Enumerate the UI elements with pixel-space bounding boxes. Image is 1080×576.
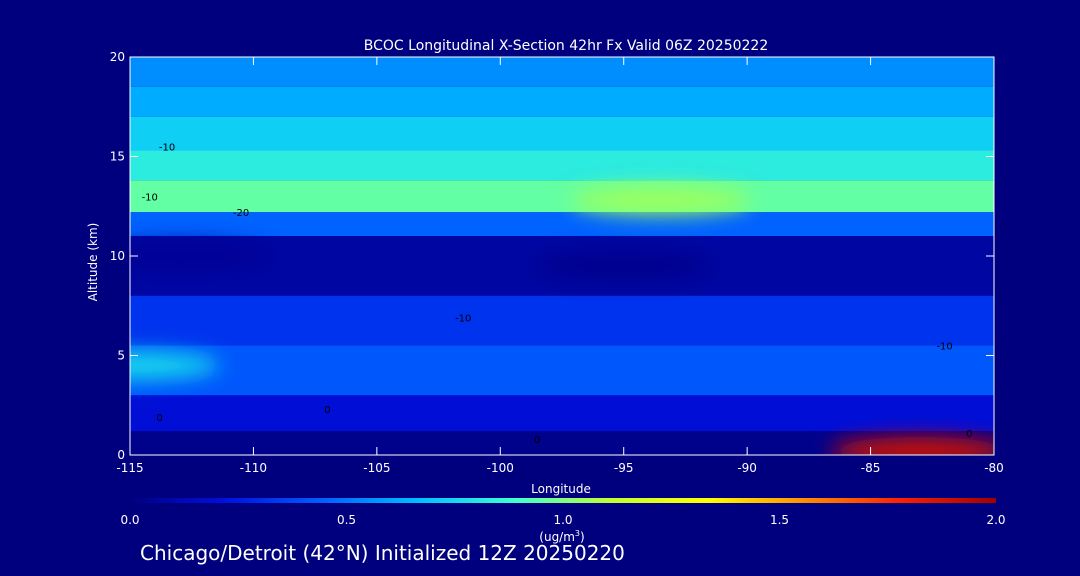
y-axis: 0 5 10 15 20 [110, 50, 994, 462]
x-tick-label: -100 [487, 461, 514, 475]
concentration-band [130, 295, 994, 346]
contour-label: -20 [233, 208, 249, 219]
colorbar-tick-label: 1.0 [553, 513, 572, 527]
concentration-band [130, 431, 994, 455]
chart-title: BCOC Longitudinal X-Section 42hr Fx Vali… [364, 38, 768, 54]
concentration-band [130, 86, 994, 117]
contour-label: -10 [455, 314, 471, 325]
concentration-feature [829, 437, 994, 455]
x-tick-label: -105 [363, 461, 390, 475]
colorbar-tick-label: 2.0 [986, 513, 1005, 527]
colorbar-ticks: 0.0 0.5 1.0 1.5 2.0 [120, 513, 1005, 527]
concentration-band [130, 116, 994, 151]
concentration-feature [130, 242, 270, 270]
x-tick-label: -110 [240, 461, 267, 475]
contour-label: -10 [936, 342, 952, 353]
x-axis-label: Longitude [531, 482, 591, 496]
y-tick-label: 5 [117, 349, 125, 363]
y-tick-label: 15 [110, 150, 125, 164]
y-tick-label: 20 [110, 50, 125, 64]
contour-label: 0 [966, 429, 972, 440]
plot-area: -10 -10 -20 -10 -10 0 0 0 0 [130, 57, 994, 455]
x-tick-label: -90 [737, 461, 757, 475]
contour-label: -10 [159, 143, 175, 154]
concentration-band [130, 212, 994, 237]
x-tick-label: -85 [861, 461, 881, 475]
y-axis-label: Altitude (km) [86, 223, 100, 302]
concentration-band [130, 345, 994, 396]
concentration-band [130, 57, 994, 87]
contour-label: 0 [324, 405, 330, 416]
concentration-band [130, 395, 994, 432]
contour-label: 0 [156, 413, 162, 424]
x-tick-label: -95 [614, 461, 634, 475]
concentration-band [130, 180, 994, 213]
y-tick-label: 0 [117, 448, 125, 462]
colorbar-unit-label: (ug/m3) [539, 529, 584, 544]
x-axis: -115 -110 -105 -100 -95 -90 -85 -80 [116, 57, 1004, 475]
concentration-feature [533, 251, 714, 280]
contour-label: 0 [534, 435, 540, 446]
x-tick-label: -115 [116, 461, 143, 475]
concentration-feature [570, 186, 751, 215]
x-tick-label: -80 [984, 461, 1004, 475]
contour-label: -10 [142, 192, 158, 203]
concentration-feature [130, 351, 220, 380]
colorbar-tick-label: 0.0 [120, 513, 139, 527]
y-tick-label: 10 [110, 249, 125, 263]
footer-caption: Chicago/Detroit (42°N) Initialized 12Z 2… [140, 541, 625, 565]
colorbar [130, 498, 996, 503]
colorbar-tick-label: 0.5 [337, 513, 356, 527]
colorbar-tick-label: 1.5 [770, 513, 789, 527]
concentration-band [130, 150, 994, 181]
